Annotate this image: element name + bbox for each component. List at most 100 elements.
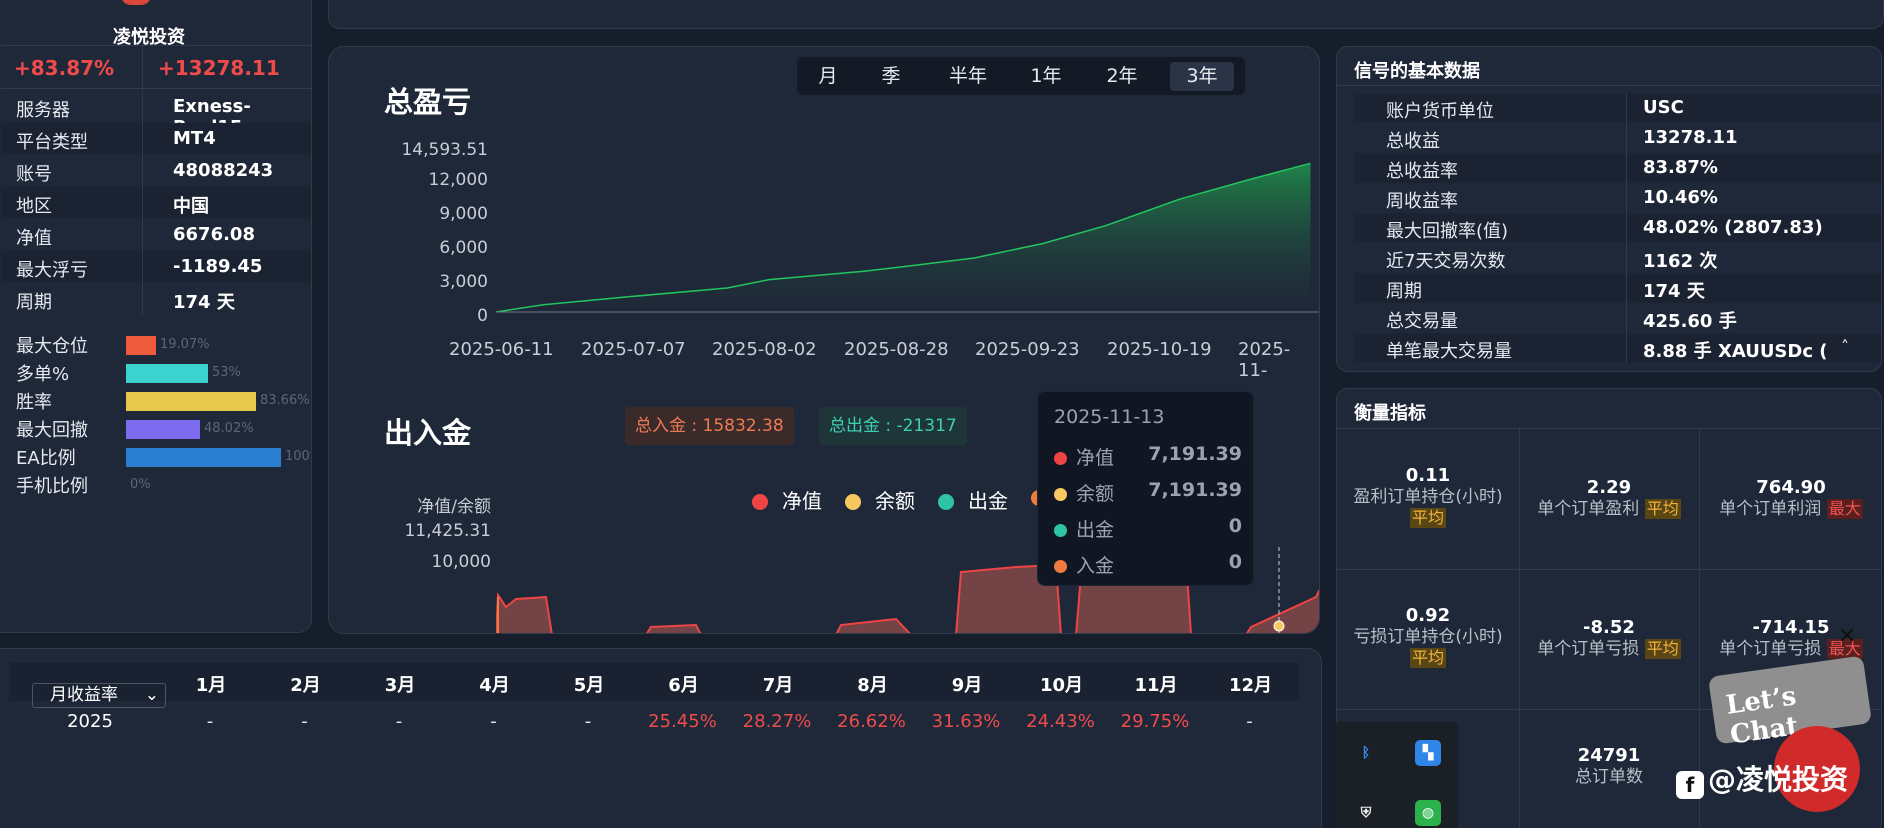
signal-row: 最大回撤率(值) 48.02% (2807.83) <box>1354 213 1881 243</box>
signal-row: 总收益率 83.87% <box>1354 153 1881 183</box>
gain-row: +83.87% +13278.11 <box>1 45 311 90</box>
tab-month[interactable]: 月 <box>818 65 838 87</box>
account-name: 凌悦投资 <box>113 27 185 48</box>
flow-y-label: 净值/余额 <box>417 497 491 517</box>
metric-max-profit: 764.90 单个订单利润 最大 <box>1719 477 1863 519</box>
x-tick: 2025-08-28 <box>844 339 949 360</box>
tooltip-row-equity: 净值 7,191.39 <box>1054 443 1242 470</box>
pnl-title: 总盈亏 <box>384 85 472 119</box>
month-header: 6月 <box>668 675 699 696</box>
flow-y-tick: 10,000 <box>431 552 491 572</box>
hover-point <box>1273 620 1285 632</box>
y-tick: 12,000 <box>428 170 488 190</box>
social-logo-icon: f <box>1676 771 1704 799</box>
y-tick: 3,000 <box>439 272 488 292</box>
bluetooth-icon[interactable]: ᛒ <box>1353 740 1379 766</box>
signal-row: 近7天交易次数 1162 次 <box>1354 243 1881 273</box>
stat-bar-row: 多单% 53% <box>16 364 241 385</box>
signal-row: 账户货币单位 USC <box>1354 93 1881 123</box>
tab-half-year[interactable]: 半年 <box>948 65 987 87</box>
flow-area <box>955 563 1062 633</box>
stat-bar-row: 最大回撤 48.02% <box>16 420 254 441</box>
month-return-cell: - <box>395 711 403 732</box>
account-info-row: 平台类型 MT4 <box>1 123 311 155</box>
flow-area <box>835 617 911 633</box>
tooltip-row-withdraw: 出金 0 <box>1054 515 1242 542</box>
flow-area <box>496 591 553 633</box>
gain-absolute: +13278.11 <box>158 56 280 80</box>
account-info-row: 地区 中国 <box>1 187 311 219</box>
avatar[interactable] <box>121 0 151 5</box>
signal-row: 总收益 13278.11 <box>1354 123 1881 153</box>
stat-bar-row: 胜率 83.66% <box>16 392 310 413</box>
signal-panel: 信号的基本数据 账户货币单位 USC 总收益 13278.11 总收益率 83.87% 周收… <box>1336 46 1882 372</box>
legend-withdraw[interactable]: 出金 <box>938 485 1008 514</box>
tab-1-year[interactable]: 1年 <box>1030 65 1062 87</box>
chevron-down-icon: ⌄ <box>144 685 159 705</box>
chart-tooltip: 2025-11-13 净值 7,191.39 余额 7,191.39 出金 0 入金 0 <box>1037 391 1254 586</box>
month-header: 9月 <box>951 675 983 696</box>
flow-title: 出入金 <box>384 416 472 450</box>
pnl-area <box>496 163 1311 312</box>
tab-2-year[interactable]: 2年 <box>1106 65 1138 87</box>
pnl-line <box>496 162 1311 313</box>
stat-bar <box>126 448 281 467</box>
month-header: 4月 <box>479 675 510 696</box>
x-tick: 2025-10-19 <box>1107 339 1212 360</box>
chat-launcher[interactable] <box>1774 726 1860 812</box>
flow-area <box>1246 588 1319 633</box>
x-tick: 2025-09-23 <box>975 339 1080 360</box>
month-return-cell: 24.43% <box>1026 711 1095 732</box>
legend-equity[interactable]: 净值 <box>752 485 822 514</box>
system-tray-popup: ᛒ ▚ ⛨ ◍ <box>1336 722 1458 828</box>
month-header: 11月 <box>1134 675 1178 696</box>
month-return-cell: 31.63% <box>931 711 1001 732</box>
account-info-row: 周期 174 天 <box>1 283 311 315</box>
flow-y-tick: 11,425.31 <box>404 521 491 541</box>
metric-total-orders: 24791 总订单数 <box>1575 745 1643 787</box>
close-icon[interactable]: ✕ <box>1838 624 1857 649</box>
y-tick: 14,593.51 <box>401 140 488 160</box>
security-shield-icon[interactable]: ⛨ <box>1353 800 1379 826</box>
account-panel: 凌悦投资 +83.87% +13278.11 服务器Exness-Real15平… <box>0 0 312 633</box>
signal-row: 周期 174 天 <box>1354 273 1881 303</box>
tab-3-year[interactable]: 3年 <box>1170 62 1234 91</box>
watermark: f @凌悦投资 <box>1676 758 1848 799</box>
y-tick: 6,000 <box>439 238 488 258</box>
signal-row: 总交易量 425.60 手 <box>1354 303 1881 333</box>
account-info-row: 账号 48088243 <box>1 155 311 187</box>
withdraw-chip: 总出金 : -21317 <box>819 407 967 445</box>
stat-bar <box>126 336 156 355</box>
x-tick: 2025-11- <box>1238 339 1291 381</box>
month-return-cell: - <box>1246 711 1253 732</box>
stat-bar-row: 最大仓位 19.07% <box>16 336 210 357</box>
month-return-cell: - <box>206 711 214 732</box>
app-icon[interactable]: ▚ <box>1415 740 1441 766</box>
month-header: 1月 <box>195 675 227 696</box>
stat-bar <box>126 420 200 439</box>
tooltip-row-deposit: 入金 0 <box>1054 551 1242 578</box>
deposit-chip: 总入金 : 15832.38 <box>625 407 794 445</box>
gain-percent: +83.87% <box>14 56 115 80</box>
return-type-select[interactable]: 月收益率 ⌄ <box>32 683 166 708</box>
stat-bar <box>126 364 208 383</box>
month-header: 7月 <box>762 675 794 696</box>
month-header: 12月 <box>1228 675 1273 696</box>
tab-quarter[interactable]: 季 <box>881 65 901 87</box>
account-info-row: 最大浮亏 -1189.45 <box>1 251 311 283</box>
pnl-chart[interactable] <box>496 127 1320 332</box>
metric-avg-profit: 2.29 单个订单盈利 平均 <box>1537 477 1681 519</box>
chevron-up-icon[interactable]: ˄ <box>1841 337 1849 356</box>
wechat-icon[interactable]: ◍ <box>1415 800 1441 826</box>
x-tick: 2025-06-11 <box>449 339 554 360</box>
month-header: 10月 <box>1039 675 1084 696</box>
top-strip <box>328 0 1884 29</box>
month-return-cell: - <box>490 711 497 732</box>
signal-row: 周收益率 10.46% <box>1354 183 1881 213</box>
metric-avg-loss: -8.52 单个订单亏损 平均 <box>1537 617 1681 659</box>
legend-balance[interactable]: 余额 <box>845 485 915 514</box>
metric-loss-hold: 0.92 亏损订单持仓(小时) 平均 <box>1353 605 1503 668</box>
month-header: 3月 <box>384 675 416 696</box>
month-return-cell: 25.45% <box>648 711 717 732</box>
